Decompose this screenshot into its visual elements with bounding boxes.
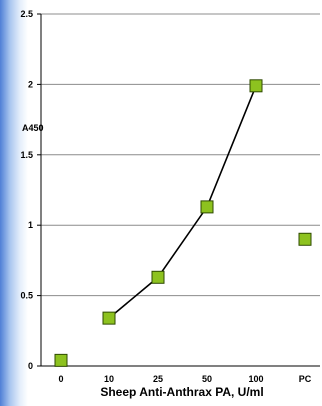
data-point-25 <box>151 270 165 284</box>
data-point-100 <box>249 79 263 93</box>
data-point-pc <box>298 232 312 246</box>
x-tick-label: 50 <box>202 374 212 384</box>
series-line <box>108 85 257 319</box>
series-line-group <box>108 85 257 319</box>
y-tick-label: 0.5 <box>20 291 33 301</box>
y-tick-label: 2.5 <box>20 9 33 19</box>
axes <box>37 13 320 367</box>
y-tick-label: 1 <box>28 220 33 230</box>
x-tick-label: PC <box>299 374 312 384</box>
x-tick-label: 10 <box>104 374 114 384</box>
y-tick-label: 1.5 <box>20 150 33 160</box>
series-points-group <box>54 79 312 367</box>
x-tick-label: 25 <box>153 374 163 384</box>
y-tick-label: 0 <box>28 361 33 371</box>
x-tick-label: 0 <box>58 374 63 384</box>
data-point-50 <box>200 200 214 214</box>
y-tick-label: 2 <box>28 79 33 89</box>
x-axis-label: Sheep Anti-Anthrax PA, U/ml <box>100 385 263 399</box>
y-tick-labels: 0 0.5 1 1.5 2 2.5 <box>20 9 33 371</box>
y-axis-label: A450 <box>22 123 44 133</box>
x-tick-labels: 0 10 25 50 100 PC <box>58 374 311 384</box>
x-tick-label: 100 <box>248 374 263 384</box>
data-point-10 <box>102 311 116 325</box>
data-point-0 <box>54 353 68 367</box>
gridlines <box>41 13 320 297</box>
